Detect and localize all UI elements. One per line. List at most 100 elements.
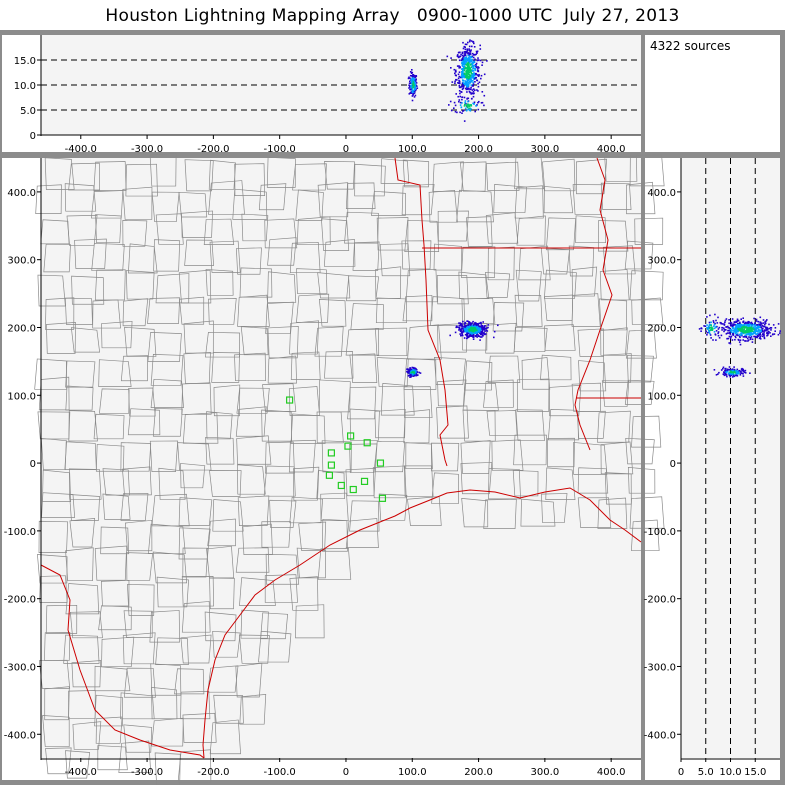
lightning-source-point [744,322,746,325]
county-outline [180,691,211,720]
lightning-source-point [486,330,489,332]
lightning-source-point [464,66,467,69]
county-outline [205,269,234,296]
lightning-source-point [739,326,741,328]
lightning-source-point [479,331,482,333]
county-outline [183,352,211,384]
lightning-source-point [733,368,736,371]
lightning-source-point [714,322,716,325]
lightning-source-point [764,329,766,331]
lightning-source-point [763,336,766,339]
lightning-source-point [739,374,742,376]
lightning-source-point [410,88,412,90]
county-outline [375,266,402,299]
lightning-source-point [468,90,471,93]
county-outline [208,298,237,325]
lma-station-marker [360,477,369,485]
county-outline [98,605,132,631]
lightning-source-point [407,375,410,377]
lightning-source-point [414,85,417,88]
lightning-source-point [446,55,449,58]
county-outline [158,467,186,500]
lightning-source-point [454,74,457,76]
lightning-source-point [460,106,463,109]
lightning-source-point [742,368,744,371]
y-tick-label: -400.0 [644,730,676,741]
county-outline [461,497,489,528]
lightning-source-point [414,88,416,91]
lightning-source-point [480,321,482,324]
altitude-x-panel: -400.0 -300.0 -200.0 -100.0 0 100.0 200.0 300.0… [14,35,641,155]
county-outline [321,518,348,552]
lightning-source-point [458,65,460,67]
lightning-source-point [463,55,465,58]
lightning-source-point [467,331,469,333]
lightning-source-point [751,328,754,330]
lightning-source-point [409,71,412,73]
lightning-source-point [739,323,742,326]
lightning-source-point [471,75,473,78]
lightning-source-point [472,73,474,75]
lightning-source-point [756,334,759,337]
county-outline [631,415,662,448]
county-outline [178,269,212,304]
lightning-source-point [451,81,454,83]
lightning-source-point [475,77,477,79]
lightning-source-point [413,92,415,95]
lightning-source-point [706,326,708,329]
lightning-source-point [463,63,466,66]
lightning-source-point [477,59,480,61]
lightning-source-point [473,325,475,327]
lightning-source-point [730,372,733,374]
county-outline [314,326,344,357]
county-outline [547,408,580,441]
lightning-source-point [777,323,780,325]
lightning-source-point [462,79,464,82]
lightning-source-point [461,64,464,67]
county-outline [296,216,331,245]
lightning-source-point [749,323,752,325]
lightning-source-point [470,60,473,63]
lightning-source-point [458,80,461,82]
lightning-source-point [467,52,469,55]
x-tick-label: -100.0 [264,767,296,778]
county-outline [95,214,122,244]
lightning-source-point [473,59,476,62]
county-outline [604,156,638,182]
lightning-source-point [465,88,468,91]
lightning-source-point [706,332,709,334]
lightning-source-point [749,372,751,374]
lightning-source-point [698,328,701,330]
lightning-source-point [459,323,462,326]
county-outline [578,360,607,392]
lightning-source-point [724,370,726,372]
lightning-source-point [470,84,473,86]
county-outline [492,302,525,332]
lightning-source-point [760,326,763,329]
lightning-source-point [708,327,711,330]
lightning-source-point [453,68,456,71]
county-outline [458,271,490,300]
lightning-source-point [463,54,466,57]
lightning-source-point [715,319,717,322]
lightning-source-point [472,75,475,78]
lightning-source-point [723,330,725,333]
county-outline [488,468,521,500]
lightning-source-point [741,328,743,330]
county-outline [514,154,545,190]
county-outline [125,163,158,197]
county-outline [461,246,496,278]
lightning-source-point [724,321,726,323]
lightning-source-point [777,333,780,336]
lightning-source-point [458,329,460,331]
lightning-source-point [457,77,460,80]
lightning-source-point [464,82,467,84]
lightning-source-point [476,79,478,81]
county-outline [576,158,608,195]
lightning-source-point [745,335,748,338]
lightning-source-point [464,43,467,46]
lma-station-marker [349,485,357,494]
x-tick-label: -300.0 [131,767,163,778]
lightning-source-point [467,324,470,326]
lightning-source-point [468,48,470,50]
